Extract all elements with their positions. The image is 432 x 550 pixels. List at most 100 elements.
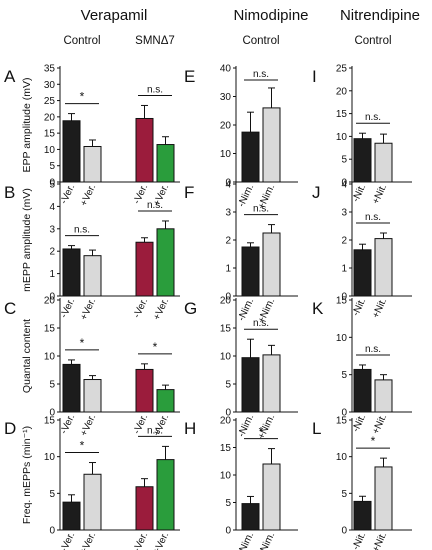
group-header-control-nimodipine: Control [242,35,279,47]
significance-label-h: * [259,425,264,439]
bar-b-g0-minus [62,248,81,297]
y-tick-label-g: 10 [220,352,232,363]
bar-f-g0-minus [241,246,260,297]
bar-g-g0-plus [262,354,281,413]
panel-label-d: D [4,419,16,438]
significance-label-e: n.s. [253,69,269,80]
panel-label-a: A [4,67,16,86]
bar-c-g1-plus [156,389,175,413]
y-tick-label-a: 15 [44,129,56,140]
y-tick-label-g: 0 [225,408,231,419]
y-tick-label-j: 4 [341,180,347,191]
bar-a-g0-plus [83,145,102,183]
panel-label-k: K [312,299,324,318]
y-axis-label-a: EPP amplitude (mV) [21,78,33,173]
panel-i: I 0 5 10 15 20 25 -Nit. +Nit. n.s. [312,64,412,207]
bar-f-g0-plus [262,232,281,297]
significance-label-a: * [80,90,85,104]
significance-label-c: * [80,336,85,350]
significance-label-d: * [80,439,85,453]
bar-a-g1-plus [156,144,175,183]
y-tick-label-b: 4 [49,202,55,213]
y-tick-label-i: 0 [341,178,347,189]
y-tick-label-b: 5 [49,180,55,191]
y-tick-label-c: 5 [49,380,55,391]
y-tick-label-b: 3 [49,224,55,235]
category-label-c: -Ver. [59,413,78,436]
y-tick-label-f: 3 [225,208,231,219]
bar-k-g0-minus [353,368,372,413]
y-tick-label-a: 35 [44,64,56,75]
column-title-nimodipine: Nimodipine [233,7,308,24]
y-tick-label-g: 5 [225,380,231,391]
significance-label-l: * [371,434,376,448]
category-label-d: +Ver. [151,531,171,550]
y-tick-label-b: 0 [49,292,55,303]
y-tick-label-a: 10 [44,145,56,156]
y-tick-label-e: 30 [220,92,232,103]
y-tick-label-k: 10 [336,333,348,344]
bar-k-g0-plus [374,379,393,413]
category-label-k: -Nit. [350,413,368,434]
y-tick-label-a: 25 [44,96,56,107]
y-tick-label-c: 0 [49,408,55,419]
bar-h-g0-minus [241,503,260,531]
category-label-j: +Nit. [370,297,389,321]
y-tick-label-c: 15 [44,324,56,335]
bar-g-g0-minus [241,357,260,413]
bar-e-g0-minus [241,131,260,183]
y-tick-label-c: 10 [44,352,56,363]
y-tick-label-d: 0 [49,526,55,537]
y-tick-label-j: 2 [341,236,347,247]
group-header-control-verapamil: Control [63,35,100,47]
y-tick-label-b: 2 [49,247,55,258]
bar-c-g0-minus [62,363,81,413]
significance-label-b: n.s. [147,200,163,211]
bar-c-g0-plus [83,379,102,413]
category-label-j: -Nit. [350,297,368,318]
y-tick-label-j: 0 [341,292,347,303]
category-label-a: +Ver. [78,183,98,209]
group-header-control-nitrendipine: Control [354,35,391,47]
category-label-l: -Nit. [350,531,368,550]
y-tick-label-f: 1 [225,264,231,275]
y-tick-label-l: 15 [336,416,348,427]
bar-i-g0-minus [353,138,372,183]
y-tick-label-a: 30 [44,80,56,91]
category-label-b: -Ver. [132,297,151,320]
bar-i-g0-plus [374,142,393,183]
significance-label-i: n.s. [365,112,381,123]
y-tick-label-a: 5 [49,161,55,172]
bar-l-g0-minus [353,500,372,531]
panel-label-l: L [312,419,321,438]
y-tick-label-g: 20 [220,296,232,307]
category-label-g: -Nim. [236,413,256,439]
y-axis-label-c: Quantal content [21,319,33,393]
y-tick-label-h: 5 [225,498,231,509]
category-label-h: +Nim. [256,531,277,550]
y-tick-label-i: 5 [341,155,347,166]
category-label-i: +Nit. [370,183,389,207]
category-label-d: -Ver. [132,531,151,550]
y-tick-label-c: 20 [44,296,56,307]
category-label-i: -Nit. [350,183,368,204]
category-label-h: -Nim. [236,531,256,550]
y-tick-label-a: 0 [49,178,55,189]
group-header-smn-verapamil: SMNΔ7 [135,35,175,47]
bar-d-g0-plus [83,473,102,531]
panel-label-j: J [312,183,321,202]
bar-d-g1-plus [156,459,175,531]
category-label-b: +Ver. [78,297,98,323]
y-tick-label-d: 5 [49,489,55,500]
bar-a-g0-minus [62,120,81,183]
bar-h-g0-plus [262,463,281,531]
significance-label-d: n.s. [147,425,163,436]
y-tick-label-l: 10 [336,452,348,463]
y-tick-label-i: 10 [336,132,348,143]
y-tick-label-h: 20 [220,416,232,427]
bar-b-g1-minus [135,241,154,297]
significance-label-j: n.s. [365,212,381,223]
